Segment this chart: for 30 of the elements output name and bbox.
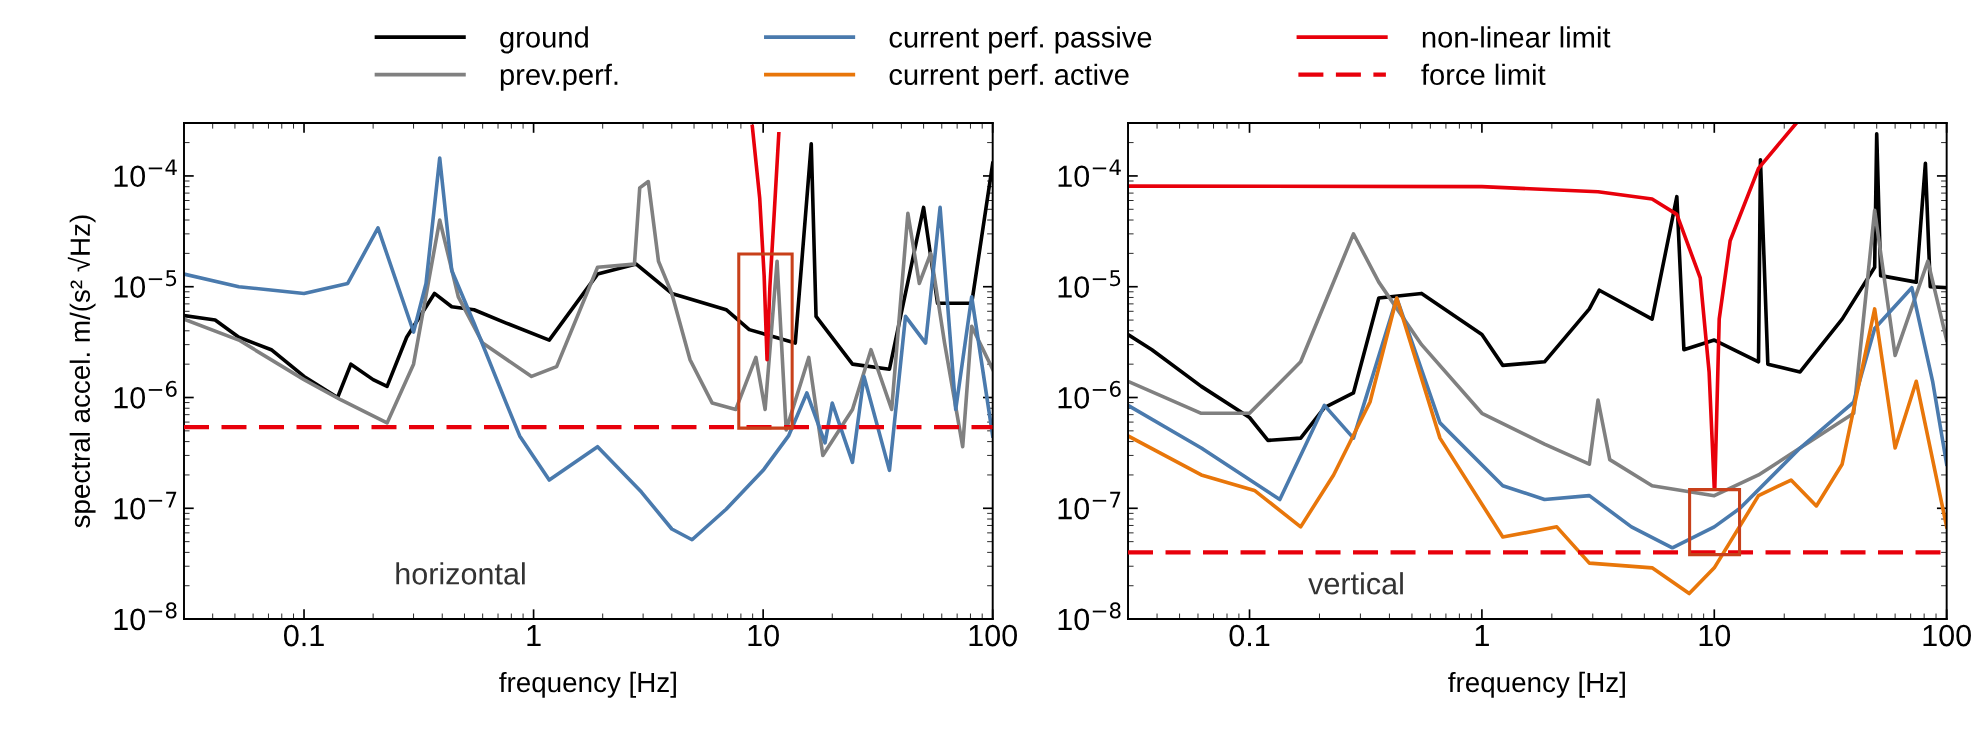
annotation: vertical [1308,572,1403,595]
x-tick-label: 1 [527,625,541,647]
x-tick-label: 1 [1475,625,1489,647]
x-tick-label: 0.1 [1229,624,1270,647]
y-axis-title: spectral accel. m/(s² √Hz) [67,215,96,528]
y-tick-label: 10$^{−4}$ [114,159,177,188]
y-tick-label: 10$^{−6}$ [1058,380,1121,409]
legend-label: current perf. passive [889,26,1152,54]
legend-label: ground [500,26,588,54]
legend-label: force limit [1421,63,1546,86]
legend-label: non-linear limit [1422,26,1611,48]
x-tick-label: 10 [748,624,779,647]
y-tick-label: 10$^{−4}$ [1058,159,1121,188]
x-tick-label: 0.1 [283,624,324,647]
y-tick-label: 10$^{−7}$ [1058,491,1121,520]
legend-label: current perf. active [889,63,1129,91]
y-tick-label: 10$^{−5}$ [114,270,177,298]
x-tick-label: 10 [1699,624,1731,647]
legend-label: prev.perf. [500,63,618,91]
x-axis-title: frequency [Hz] [499,671,676,698]
x-tick-label: 100 [1923,624,1971,647]
line-series [750,124,781,362]
y-tick-label: 10$^{−6}$ [114,380,177,409]
annotation: horizontal [396,562,525,585]
x-tick-label: 100 [969,624,1017,647]
y-tick-label: 10$^{−7}$ [114,491,177,520]
y-tick-label: 10$^{−8}$ [1058,602,1121,631]
y-tick-label: 10$^{−8}$ [114,602,177,631]
y-tick-label: 10$^{−5}$ [1058,270,1121,298]
x-axis-title: frequency [Hz] [1448,671,1625,698]
